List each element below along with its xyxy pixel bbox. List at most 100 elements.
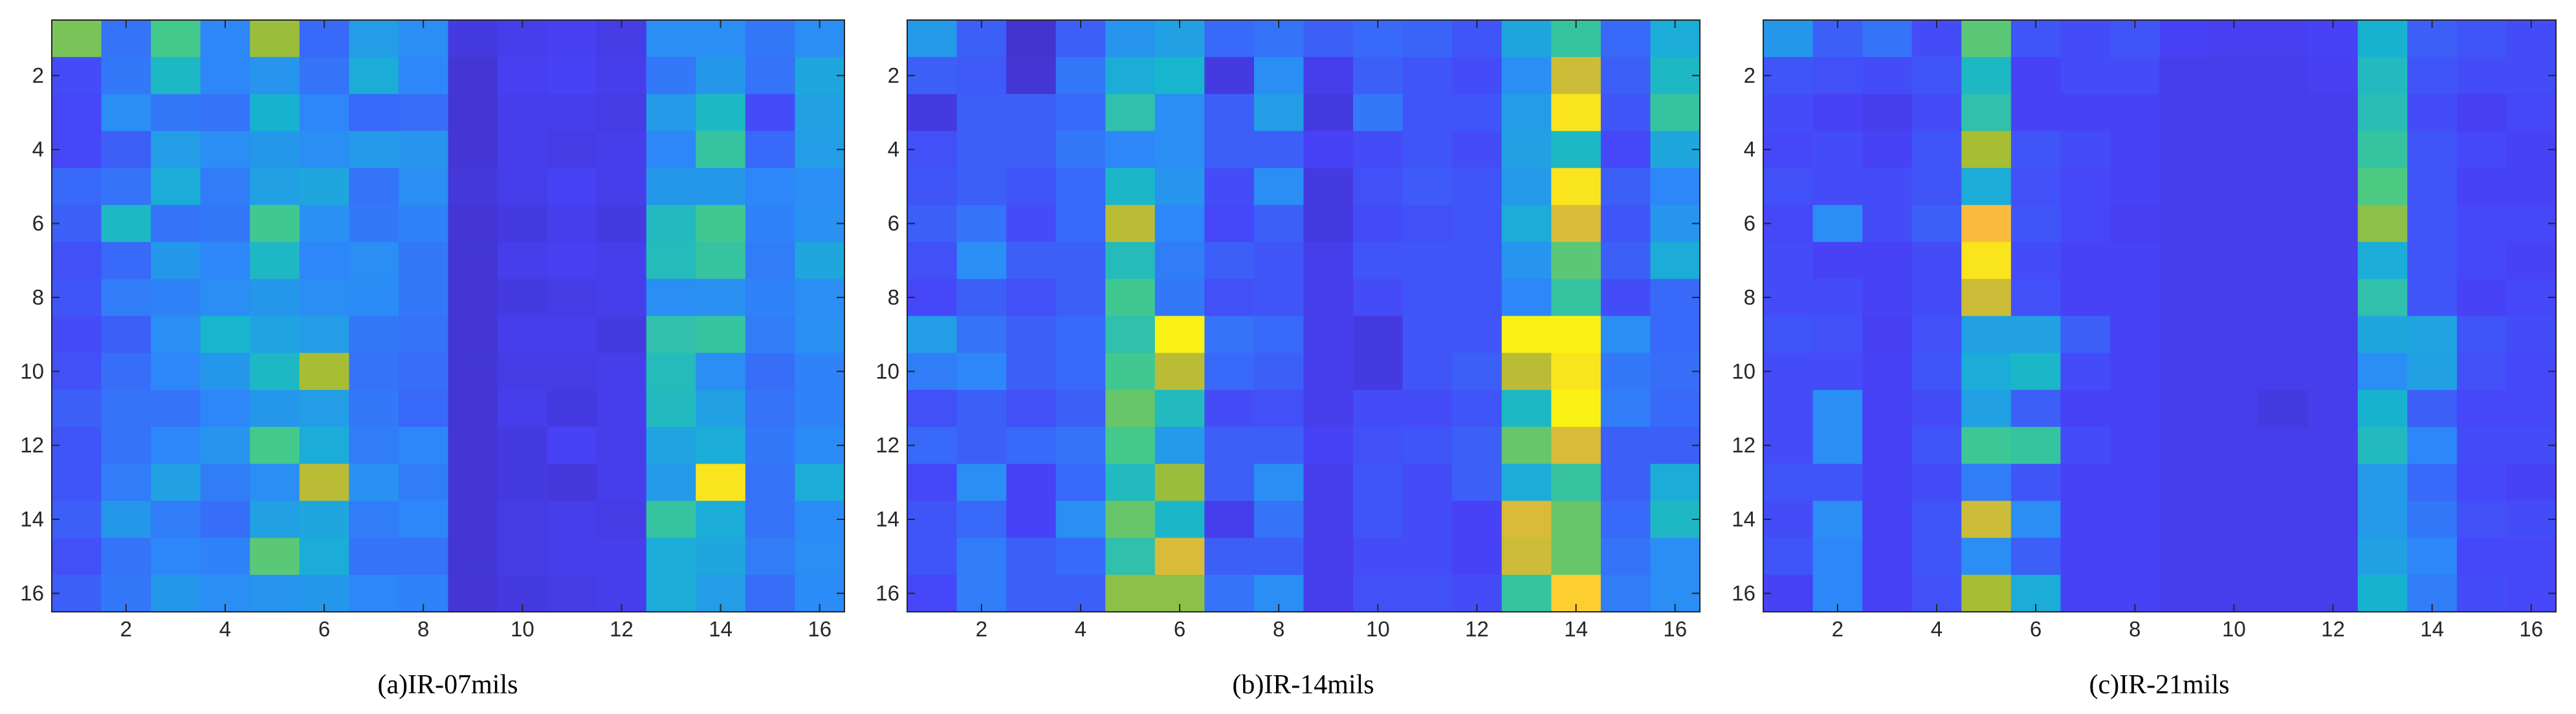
heatmap-cell-r11-c12 (1452, 389, 1503, 427)
heatmap-cell-r1-c15 (1600, 20, 1651, 58)
heatmap-cell-r15-c11 (547, 537, 597, 576)
heatmap-cell-r13-c1 (1763, 464, 1814, 502)
heatmap-cell-r4-c2 (956, 131, 1007, 169)
heatmap-cell-r4-c2 (101, 131, 151, 169)
heatmap-cell-r5-c14 (1551, 168, 1602, 206)
heatmap-cell-r11-c10 (498, 389, 548, 427)
heatmap-cell-r13-c12 (1452, 464, 1503, 502)
heatmap-cell-r6-c9 (2159, 204, 2210, 243)
axis-ticks: 2 4 6 8 10 12 14 16 2 4 6 8 10 12 14 16 (20, 20, 844, 641)
heatmap-cell-r8-c12 (2308, 279, 2359, 317)
heatmap-cell-r3-c15 (2456, 94, 2507, 132)
heatmap-cells (907, 20, 1701, 612)
heatmap-cell-r8-c6 (299, 279, 349, 317)
heatmap-cell-r11-c5 (250, 389, 300, 427)
heatmap-cell-r3-c15 (745, 94, 796, 132)
heatmap-cell-r4-c15 (745, 131, 796, 169)
heatmap-cell-r6-c2 (956, 204, 1007, 243)
heatmap-cell-r15-c3 (1006, 537, 1057, 576)
heatmap-cell-r11-c14 (2407, 389, 2458, 427)
heatmap-cell-r12-c1 (52, 427, 102, 464)
heatmap-cell-r16-c15 (1600, 574, 1651, 612)
heatmap-cell-r7-c12 (597, 242, 647, 279)
heatmap-cell-r12-c4 (1911, 427, 1962, 464)
heatmap-cell-r3-c5 (250, 94, 300, 132)
heatmap-cell-r13-c2 (956, 464, 1007, 502)
heatmap-cell-r6-c8 (398, 204, 449, 243)
y-tick-label: 14 (1732, 507, 1756, 531)
heatmap-cell-r12-c2 (956, 427, 1007, 464)
heatmap-cell-r10-c8 (1253, 352, 1305, 391)
heatmap-cell-r3-c3 (1862, 94, 1913, 132)
heatmap-cell-r8-c14 (696, 279, 746, 317)
heatmap-cell-r3-c5 (1961, 94, 2012, 132)
heatmap-cell-r9-c11 (1402, 316, 1453, 354)
heatmap-cell-r11-c15 (745, 389, 796, 427)
heatmap-cell-r10-c3 (1862, 352, 1913, 391)
heatmap-cell-r3-c11 (2258, 94, 2309, 132)
heatmap-cell-r6-c8 (2109, 204, 2161, 243)
heatmap-cell-r2-c2 (1812, 57, 1863, 94)
heatmap-cell-r3-c2 (956, 94, 1007, 132)
heatmap-cell-r14-c8 (398, 501, 449, 539)
heatmap-cell-r12-c7 (349, 427, 399, 464)
y-tick-label: 6 (1744, 211, 1756, 235)
heatmap-cell-r15-c14 (696, 537, 746, 576)
heatmap-cell-r7-c8 (398, 242, 449, 279)
heatmap-cell-r12-c10 (1353, 427, 1404, 464)
heatmap-cell-r11-c12 (2308, 389, 2359, 427)
heatmap-cell-r9-c14 (2407, 316, 2458, 354)
heatmap-cell-r12-c9 (2159, 427, 2210, 464)
heatmap-cell-r14-c14 (696, 501, 746, 539)
heatmap-cell-r1-c9 (1303, 20, 1354, 58)
heatmap-cell-r9-c7 (349, 316, 399, 354)
x-tick-label: 10 (511, 617, 534, 641)
panel-caption-a: (a)IR-07mils (378, 670, 518, 700)
heatmap-cell-r11-c10 (2209, 389, 2260, 427)
heatmap-cell-r1-c3 (1862, 20, 1913, 58)
heatmap-cell-r4-c7 (349, 131, 399, 169)
heatmap-cell-r2-c16 (2506, 57, 2557, 94)
x-tick-label: 4 (1075, 617, 1086, 641)
heatmap-cell-r15-c3 (151, 537, 201, 576)
heatmap-cell-r3-c12 (2308, 94, 2359, 132)
heatmap-cell-r11-c11 (2258, 389, 2309, 427)
heatmap-cell-r12-c16 (1650, 427, 1701, 464)
heatmap-cell-r15-c15 (1600, 537, 1651, 576)
heatmap-cell-r11-c4 (1055, 389, 1106, 427)
heatmap-cell-r3-c5 (1105, 94, 1156, 132)
heatmap-cell-r9-c13 (646, 316, 696, 354)
heatmap-cell-r7-c11 (1402, 242, 1453, 279)
heatmap-cell-r7-c1 (52, 242, 102, 279)
heatmap-cell-r8-c4 (200, 279, 250, 317)
heatmap-cell-r15-c12 (597, 537, 647, 576)
heatmap-cell-r7-c9 (2159, 242, 2210, 279)
heatmap-cell-r1-c3 (151, 20, 201, 58)
heatmap-cell-r14-c6 (299, 501, 349, 539)
heatmap-cell-r10-c14 (696, 352, 746, 391)
heatmap-cell-r12-c2 (101, 427, 151, 464)
heatmap-cell-r14-c16 (1650, 501, 1701, 539)
heatmap-cell-r12-c15 (745, 427, 796, 464)
y-tick-label: 8 (32, 285, 44, 309)
y-tick-label: 14 (20, 507, 44, 531)
heatmap-cell-r15-c3 (1862, 537, 1913, 576)
heatmap-cell-r3-c8 (1253, 94, 1305, 132)
heatmap-cell-r2-c10 (1353, 57, 1404, 94)
heatmap-cell-r2-c15 (745, 57, 796, 94)
heatmap-cell-r4-c13 (2357, 131, 2408, 169)
heatmap-cell-r9-c15 (745, 316, 796, 354)
heatmap-cell-r11-c3 (1006, 389, 1057, 427)
heatmap-cell-r9-c7 (2060, 316, 2111, 354)
heatmap-cell-r3-c6 (299, 94, 349, 132)
heatmap-cell-r11-c14 (1551, 389, 1602, 427)
heatmap-cell-r16-c1 (52, 574, 102, 612)
heatmap-cell-r14-c13 (646, 501, 696, 539)
heatmap-cell-r5-c4 (200, 168, 250, 206)
heatmap-cell-r3-c7 (349, 94, 399, 132)
heatmap-cell-r2-c14 (696, 57, 746, 94)
heatmap-cell-r10-c13 (2357, 352, 2408, 391)
heatmap-cell-r6-c15 (2456, 204, 2507, 243)
y-tick-label: 8 (1744, 285, 1756, 309)
heatmap-cell-r3-c4 (1055, 94, 1106, 132)
